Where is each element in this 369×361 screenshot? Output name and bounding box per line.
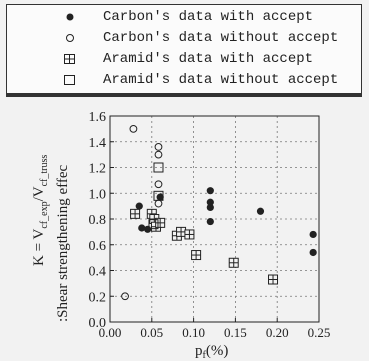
x-tick-label: 0.00 [99, 325, 122, 340]
carbon-with-accept-point [156, 193, 164, 201]
aramid-without-accept-point [153, 162, 164, 173]
x-tick-label: 0.20 [266, 325, 289, 340]
aramid-without-accept-point [153, 190, 164, 201]
y-tick-label: 1.6 [89, 110, 107, 125]
x-tick-label: 0.15 [224, 325, 247, 340]
legend: Carbon's data with accept Carbon's data … [6, 4, 362, 97]
carbon-with-accept-point [206, 217, 214, 226]
open-square-marker-icon [64, 75, 75, 85]
y-axis-label-secondary: :Shear strengthening effec [55, 164, 71, 322]
filled-circle-marker-icon [66, 13, 74, 21]
y-axis-label: K = Vcf_exp/Vcf_truss [31, 155, 50, 266]
carbon-without-accept-point [129, 124, 138, 133]
carbon-with-accept-point [135, 202, 143, 210]
y-tick-label: 0.6 [89, 239, 107, 254]
open-circle-marker-icon [66, 34, 74, 42]
carbon-with-accept-point [256, 207, 265, 215]
aramid-without-accept-point [148, 219, 159, 230]
data-points [121, 124, 317, 301]
y-tick-label: 0.8 [89, 213, 107, 228]
carbon-with-accept-point [206, 203, 214, 212]
aramid-with-accept-point [130, 208, 141, 219]
y-tick-label: 1.4 [89, 136, 107, 151]
carbon-with-accept-point [309, 230, 317, 239]
y-tick-label: 1.2 [89, 162, 107, 177]
aramid-with-accept-point [176, 226, 187, 237]
aramid-with-accept-point [228, 257, 239, 268]
carbon-without-accept-point [154, 143, 163, 151]
x-tick-label: 0.05 [140, 325, 163, 340]
legend-item-carbon-without-accept: Carbon's data without accept [7, 28, 361, 48]
carbon-with-accept-point [206, 187, 214, 195]
carbon-without-accept-point [154, 199, 163, 208]
aramid-with-accept-point [155, 217, 166, 228]
legend-item-aramid-with-accept: Aramid's data with accept [7, 49, 361, 69]
carbon-with-accept-point [144, 225, 152, 233]
legend-label: Carbon's data without accept [103, 30, 339, 46]
y-tick-label: 0.0 [89, 316, 107, 331]
carbon-without-accept-point [121, 292, 129, 301]
carbon-with-accept-point [206, 198, 214, 206]
carbon-without-accept-point [154, 180, 163, 189]
legend-label: Aramid's data without accept [103, 72, 339, 88]
carbon-with-accept-point [309, 248, 317, 257]
legend-label: Aramid's data with accept [103, 51, 314, 67]
crossed-square-marker-icon [64, 54, 75, 64]
aramid-with-accept-point [191, 250, 202, 261]
x-tick-label: 0.25 [308, 325, 331, 340]
y-tick-label: 0.4 [89, 265, 107, 280]
scatter-chart: 0.00 0.05 0.10 0.15 0.20 0.25 0.0 0.2 0.4 0.6 0.8 1… [31, 110, 331, 361]
y-tick-label: 1.0 [89, 187, 107, 202]
aramid-with-accept-point [268, 274, 279, 285]
ticks: 0.00 0.05 0.10 0.15 0.20 0.25 0.0 0.2 0.4 0.6 0.8 1… [89, 110, 331, 340]
aramid-with-accept-point [184, 229, 195, 240]
y-tick-label: 0.2 [89, 290, 107, 305]
x-tick-label: 0.10 [182, 325, 205, 340]
legend-label: Carbon's data with accept [103, 9, 314, 25]
legend-item-aramid-without-accept: Aramid's data without accept [7, 70, 361, 90]
legend-item-carbon-with-accept: Carbon's data with accept [7, 7, 361, 27]
grid-lines [110, 116, 319, 322]
carbon-with-accept-point [138, 224, 146, 232]
carbon-without-accept-point [154, 150, 163, 159]
x-axis-label: pf(%) [195, 343, 228, 361]
